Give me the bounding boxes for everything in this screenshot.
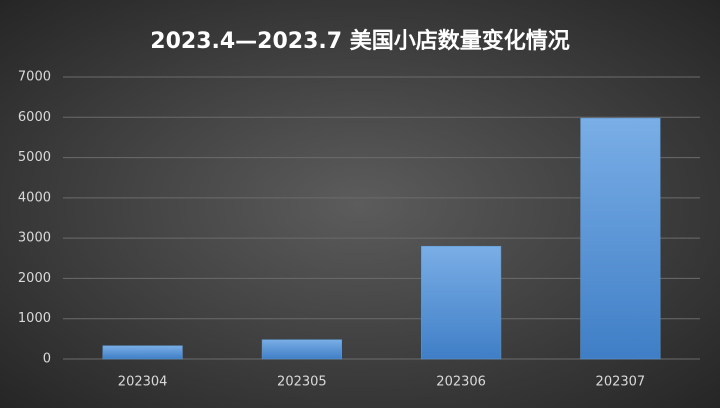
- x-tick-label: 202305: [277, 375, 327, 390]
- x-tick-label: 202307: [596, 375, 646, 390]
- y-tick-label: 2000: [18, 271, 51, 286]
- y-tick-label: 0: [43, 352, 51, 367]
- y-tick-label: 6000: [18, 110, 51, 125]
- y-tick-label: 5000: [18, 150, 51, 165]
- y-tick-label: 4000: [18, 190, 51, 205]
- x-tick-label: 202306: [436, 375, 486, 390]
- bar: [102, 345, 183, 360]
- y-tick-label: 3000: [18, 231, 51, 246]
- x-tick-label: 202304: [118, 375, 168, 390]
- bar: [580, 117, 661, 360]
- y-tick-label: 1000: [18, 311, 51, 326]
- bar: [261, 339, 342, 360]
- bar: [421, 245, 502, 360]
- y-tick-label: 7000: [18, 70, 51, 85]
- chart-title: 2023.4—2023.7 美国小店数量变化情况: [150, 28, 569, 54]
